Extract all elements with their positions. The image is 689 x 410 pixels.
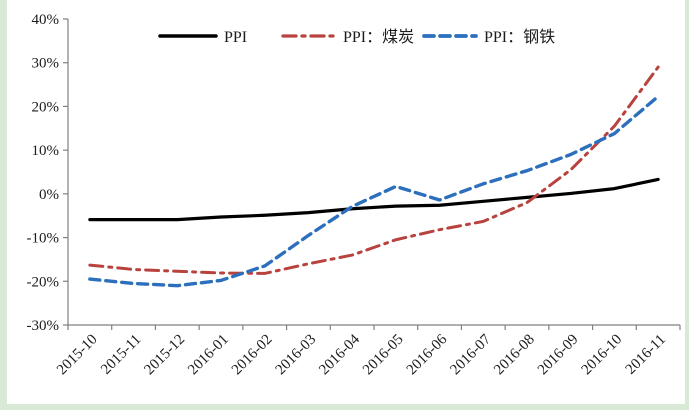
- x-tick-label: 2015-10: [54, 332, 101, 379]
- ppi-line-chart: 40% 30% 20% 10% 0% -10% -20% -30%2015-102015-11…: [27, 12, 681, 379]
- legend-item-0: PPI: [158, 29, 247, 46]
- chart-frame: 40% 30% 20% 10% 0% -10% -20% -30% 2015-10 2015-11…: [7, 0, 685, 404]
- legend-item-1: PPI：煤炭: [281, 28, 414, 46]
- x-tick-label: 2016-11: [623, 332, 669, 378]
- series-line-1: [88, 65, 660, 275]
- y-tick-label: 20%: [32, 99, 60, 115]
- series-line-0: [88, 177, 660, 222]
- y-tick-label: -30%: [27, 318, 60, 334]
- legend-item-2: PPI：钢铁: [422, 28, 555, 46]
- x-tick-label: 2016-07: [447, 331, 494, 378]
- x-tick-label: 2015-12: [141, 332, 188, 379]
- y-tick-label: 10%: [32, 143, 60, 159]
- x-tick-label: 2016-10: [579, 332, 626, 379]
- y-tick-label: 30%: [32, 56, 60, 72]
- x-tick-label: 2016-09: [535, 332, 582, 379]
- x-tick-label: 2016-04: [316, 331, 363, 378]
- x-tick-label: 2016-01: [185, 332, 232, 379]
- legend-label: PPI：钢铁: [484, 28, 555, 46]
- y-tick-label: -10%: [27, 231, 60, 247]
- y-tick-label: 40%: [32, 12, 60, 28]
- legend-label: PPI: [224, 29, 247, 46]
- y-tick-label: 0%: [39, 187, 59, 203]
- y-tick-label: -20%: [27, 274, 60, 290]
- x-tick-label: 2016-02: [229, 332, 276, 379]
- x-tick-label: 2016-03: [273, 332, 320, 379]
- legend-label: PPI：煤炭: [343, 28, 414, 46]
- x-tick-label: 2016-05: [360, 332, 407, 379]
- x-tick-label: 2016-08: [491, 332, 538, 379]
- x-tick-label: 2015-11: [98, 332, 144, 378]
- x-tick-label: 2016-06: [404, 331, 451, 378]
- series-line-2: [88, 94, 660, 288]
